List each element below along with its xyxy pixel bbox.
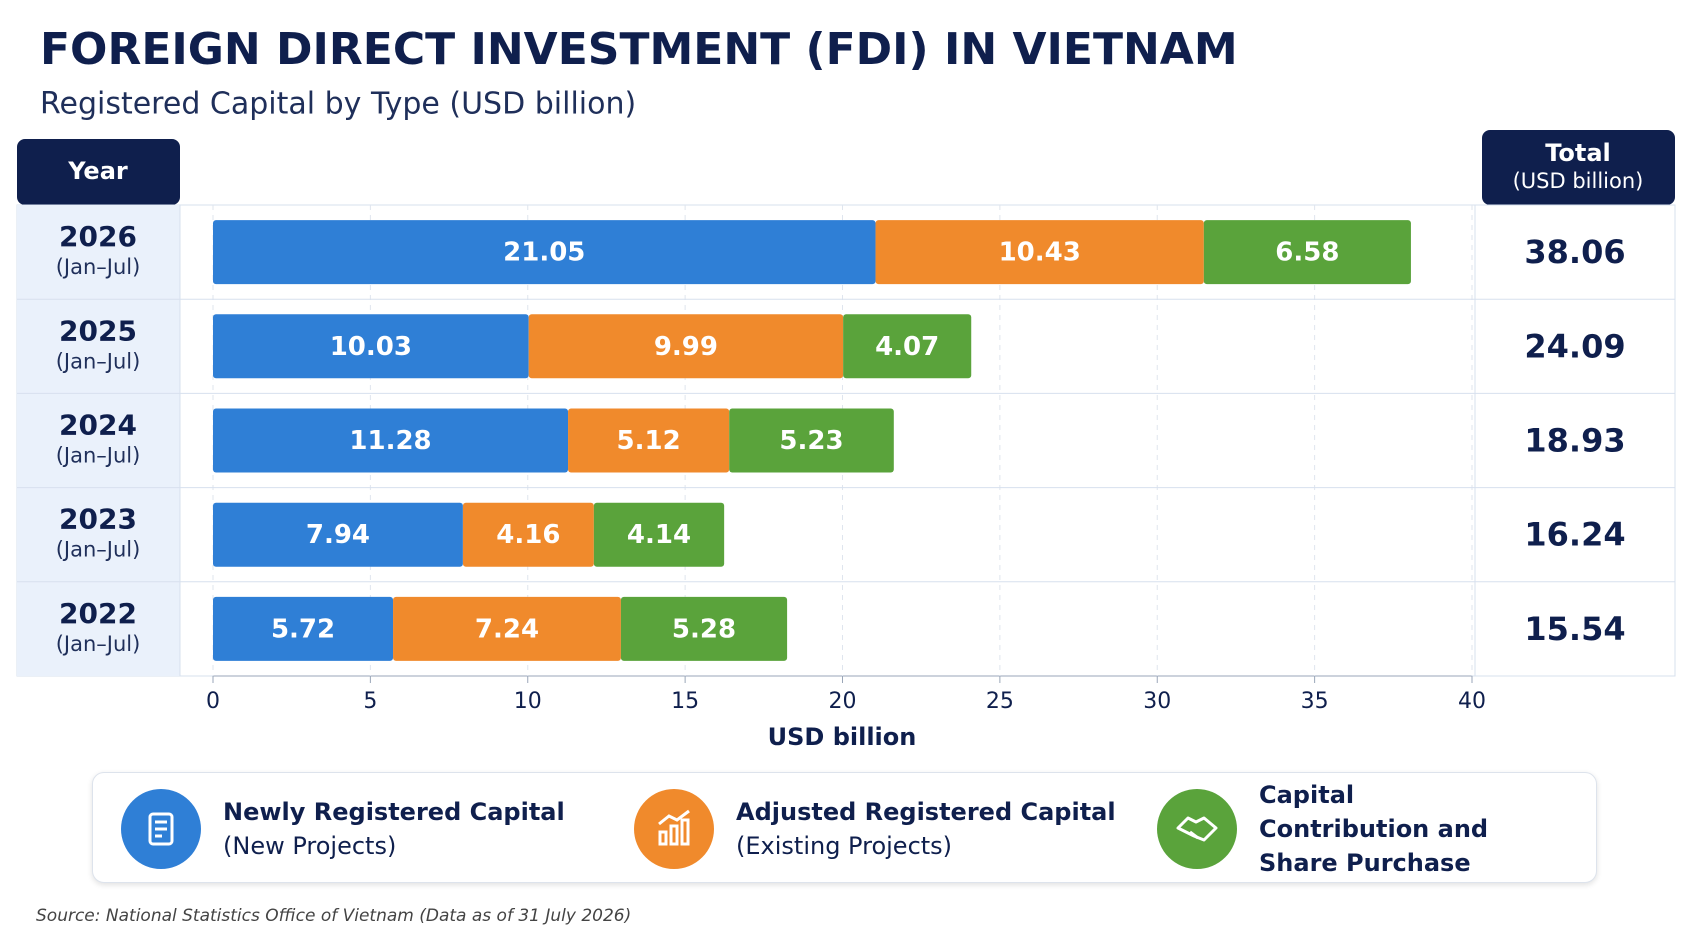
year-column-bg (17, 205, 180, 676)
bar-segment (213, 408, 569, 473)
legend-glyph (658, 809, 690, 845)
legend-icon (121, 788, 201, 869)
bar-value-label: 4.16 (496, 520, 560, 550)
legend-text: Adjusted Registered Capital (Existing Pro… (736, 795, 1116, 863)
bar-segment (393, 596, 621, 661)
total-value: 15.54 (1524, 610, 1625, 648)
year-header: Year (67, 157, 128, 185)
category-label: 2022 (59, 597, 137, 630)
bar-segment (875, 220, 1204, 285)
category-period: (Jan–Jul) (56, 444, 141, 468)
bar-value-label: 4.07 (875, 332, 939, 362)
total-value: 38.06 (1524, 233, 1625, 271)
total-header-bg (1482, 130, 1675, 205)
total-value: 18.93 (1524, 422, 1625, 460)
x-tick-label: 0 (206, 689, 220, 714)
bar-segment (213, 314, 529, 379)
legend-description: (New Projects) (223, 831, 397, 860)
legend: Newly Registered Capital (New Projects) Ad… (92, 772, 1597, 883)
bar-value-label: 21.05 (503, 238, 585, 268)
bar-segment (843, 314, 972, 379)
bar-value-label: 7.24 (475, 614, 539, 644)
total-header: Total (1545, 139, 1611, 167)
bar-value-label: 9.99 (654, 332, 718, 362)
x-axis-label: USD billion (768, 723, 917, 751)
legend-name: Capital Contribution and Share Purchase (1259, 780, 1489, 877)
total-unit: (USD billion) (1513, 169, 1644, 193)
x-tick-label: 20 (829, 689, 857, 714)
legend-glyph (148, 812, 174, 845)
source: Source: National Statistics Office of Vi… (36, 906, 631, 926)
legend-text: Capital Contribution and Share Purchase (1259, 778, 1509, 880)
bar-segment (729, 408, 894, 473)
category-label: 2026 (59, 220, 137, 253)
legend-glyph (1176, 816, 1218, 841)
category-label: 2023 (59, 503, 137, 536)
bar-value-label: 5.28 (672, 614, 736, 644)
legend-item: Capital Contribution and Share Purchase (1157, 773, 1509, 884)
bar-value-label: 6.58 (1275, 238, 1339, 268)
category-label: 2024 (59, 409, 137, 442)
bar-segment (462, 502, 594, 567)
bar-value-label: 10.43 (999, 238, 1081, 268)
x-tick-label: 40 (1458, 689, 1486, 714)
bar-value-label: 5.23 (779, 426, 843, 456)
bar-segment (1203, 220, 1411, 285)
bar-segment (568, 408, 730, 473)
bar-segment (213, 596, 394, 661)
year-header-bg (17, 139, 180, 205)
legend-name: Adjusted Registered Capital (736, 797, 1116, 826)
x-tick-label: 30 (1143, 689, 1171, 714)
bar-value-label: 7.94 (306, 520, 370, 550)
legend-description: (Existing Projects) (736, 831, 953, 860)
bar-value-label: 5.12 (617, 426, 681, 456)
bar-value-label: 5.72 (271, 614, 335, 644)
x-tick-label: 10 (514, 689, 542, 714)
bar-value-label: 11.28 (349, 426, 431, 456)
x-tick-label: 25 (986, 689, 1014, 714)
legend-text: Newly Registered Capital (New Projects) (223, 795, 565, 863)
chart-subtitle: Registered Capital by Type (USD billion) (40, 87, 636, 122)
bar-value-label: 10.03 (330, 332, 412, 362)
bar-segment (528, 314, 844, 379)
legend-icon (1157, 788, 1237, 869)
legend-item: Adjusted Registered Capital (Existing Pro… (634, 773, 1116, 884)
bar-segment (593, 502, 725, 567)
chart-title: FOREIGN DIRECT INVESTMENT (FDI) IN VIETN… (40, 24, 1238, 75)
total-value: 16.24 (1524, 516, 1625, 554)
x-tick-label: 15 (671, 689, 699, 714)
category-period: (Jan–Jul) (56, 632, 141, 656)
legend-icon (634, 788, 714, 869)
bar-segment (620, 596, 788, 661)
total-value: 24.09 (1524, 327, 1625, 365)
bar-segment (213, 502, 463, 567)
category-label: 2025 (59, 314, 137, 347)
x-tick-label: 35 (1301, 689, 1329, 714)
x-tick-label: 5 (363, 689, 377, 714)
category-period: (Jan–Jul) (56, 538, 141, 562)
legend-name: Newly Registered Capital (223, 797, 565, 826)
bar-segment (213, 220, 876, 285)
category-period: (Jan–Jul) (56, 255, 141, 279)
category-period: (Jan–Jul) (56, 349, 141, 373)
bar-value-label: 4.14 (627, 520, 691, 550)
legend-item: Newly Registered Capital (New Projects) (121, 773, 565, 884)
